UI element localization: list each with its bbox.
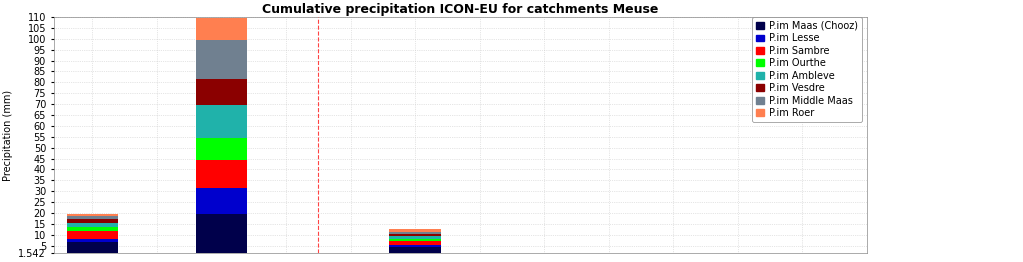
Legend: P.im Maas (Chooz), P.im Lesse, P.im Sambre, P.im Ourthe, P.im Ambleve, P.im Vesd: P.im Maas (Chooz), P.im Lesse, P.im Samb… xyxy=(753,17,862,122)
Bar xyxy=(390,232,441,234)
Bar xyxy=(195,188,248,214)
Bar xyxy=(390,247,441,253)
Bar xyxy=(66,223,119,227)
Bar xyxy=(66,227,119,231)
Bar xyxy=(195,18,248,40)
Bar xyxy=(390,236,441,239)
Bar xyxy=(390,239,441,241)
Bar xyxy=(66,216,119,220)
Bar xyxy=(390,241,441,244)
Bar xyxy=(195,214,248,253)
Bar xyxy=(66,242,119,253)
Bar xyxy=(195,138,248,160)
Bar xyxy=(66,214,119,216)
Bar xyxy=(66,231,119,239)
Bar xyxy=(390,230,441,232)
Y-axis label: Precipitation (mm): Precipitation (mm) xyxy=(3,90,12,181)
Bar xyxy=(66,239,119,242)
Bar xyxy=(66,220,119,223)
Bar xyxy=(390,234,441,236)
Title: Cumulative precipitation ICON-EU for catchments Meuse: Cumulative precipitation ICON-EU for cat… xyxy=(262,3,659,16)
Bar xyxy=(195,105,248,138)
Bar xyxy=(195,160,248,188)
Bar xyxy=(390,244,441,247)
Bar xyxy=(195,79,248,105)
Bar xyxy=(195,40,248,79)
